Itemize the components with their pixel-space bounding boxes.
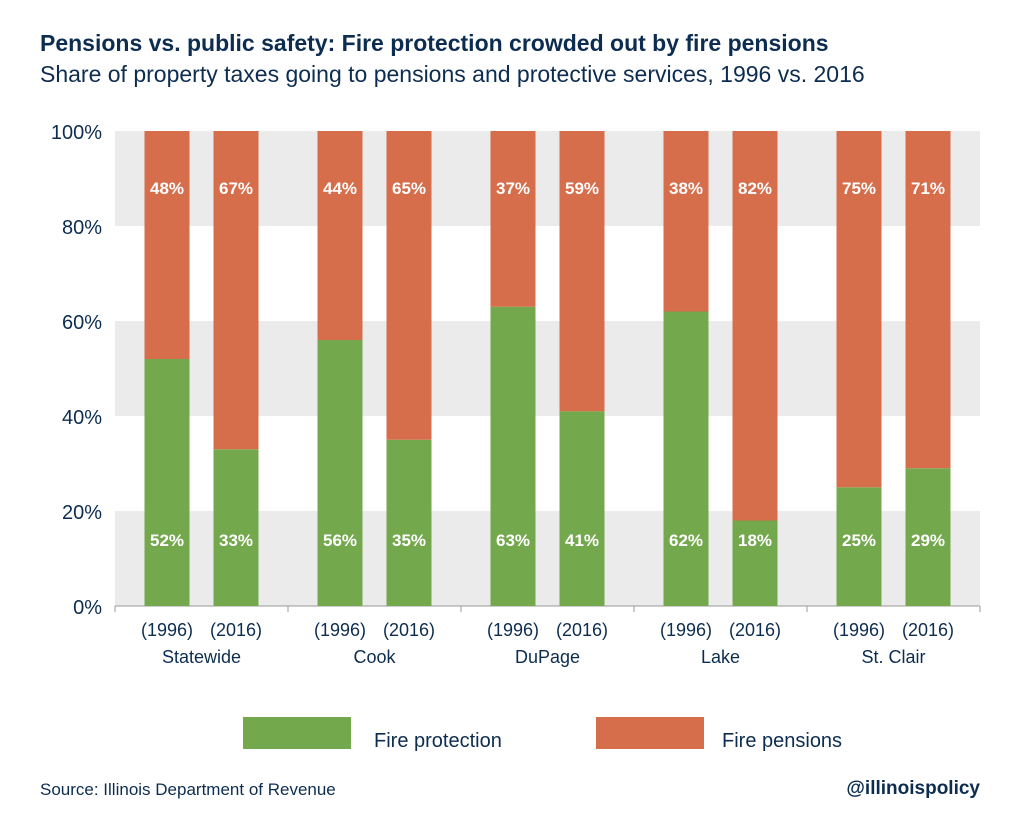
bars: 52% 48% 33% 67% 56% 44% 35% 65% 63% 37% 41% 59% 62% 3… (144, 131, 951, 606)
data-label-fire-protection: 33% (219, 531, 253, 550)
bar-fire-protection (905, 468, 951, 606)
legend-swatch-fire-pensions (596, 717, 704, 749)
bar-fire-protection (663, 311, 709, 606)
bar-fire-protection (836, 487, 882, 606)
x-tick-label: (1996) (833, 620, 885, 640)
bar-fire-protection (386, 439, 432, 606)
bar-fire-protection (144, 359, 190, 606)
y-tick-label: 20% (62, 502, 102, 524)
bar-fire-protection (559, 411, 605, 606)
x-tick-label: (2016) (729, 620, 781, 640)
y-tick-label: 0% (73, 597, 102, 619)
chart-title: Pensions vs. public safety: Fire protect… (40, 30, 829, 56)
bar-fire-pensions (905, 131, 951, 469)
data-label-fire-protection: 52% (150, 531, 184, 550)
background-bands (115, 131, 980, 606)
data-label-fire-pensions: 65% (392, 179, 426, 198)
x-tick-label: (1996) (314, 620, 366, 640)
group-label: DuPage (515, 647, 580, 667)
group-label: Statewide (162, 647, 241, 667)
data-label-fire-protection: 29% (911, 531, 945, 550)
bar-fire-pensions (663, 131, 709, 312)
data-label-fire-pensions: 82% (738, 179, 772, 198)
data-label-fire-pensions: 37% (496, 179, 530, 198)
y-tick-label: 40% (62, 407, 102, 429)
data-label-fire-pensions: 71% (911, 179, 945, 198)
data-label-fire-pensions: 59% (565, 179, 599, 198)
data-label-fire-protection: 18% (738, 531, 772, 550)
x-tick-label: (2016) (383, 620, 435, 640)
data-label-fire-protection: 25% (842, 531, 876, 550)
data-label-fire-pensions: 44% (323, 179, 357, 198)
x-tick-label: (2016) (902, 620, 954, 640)
grid-band (115, 511, 980, 606)
data-label-fire-protection: 41% (565, 531, 599, 550)
legend-label-fire-pensions: Fire pensions (722, 730, 842, 752)
data-label-fire-protection: 56% (323, 531, 357, 550)
bar-fire-protection (490, 306, 536, 606)
bar-fire-protection (213, 449, 259, 606)
axis: 0% 20% 40% 60% 80% 100% (51, 122, 981, 619)
bar-fire-pensions (836, 131, 882, 488)
chart-subtitle: Share of property taxes going to pension… (40, 61, 865, 87)
data-label-fire-protection: 35% (392, 531, 426, 550)
bar-fire-pensions (144, 131, 190, 359)
group-label: Lake (701, 647, 740, 667)
group-label: St. Clair (861, 647, 925, 667)
bar-fire-protection (732, 520, 778, 606)
legend-swatch-fire-protection (243, 717, 351, 749)
bar-fire-pensions (559, 131, 605, 412)
bar-fire-protection (317, 340, 363, 606)
x-tick-label: (2016) (556, 620, 608, 640)
data-label-fire-protection: 63% (496, 531, 530, 550)
y-tick-label: 80% (62, 217, 102, 239)
bar-fire-pensions (317, 131, 363, 340)
data-label-fire-pensions: 38% (669, 179, 703, 198)
source-note: Source: Illinois Department of Revenue (40, 780, 336, 799)
social-handle: @illinoispolicy (846, 778, 980, 799)
bar-fire-pensions (386, 131, 432, 440)
data-label-fire-protection: 62% (669, 531, 703, 550)
legend-label-fire-protection: Fire protection (374, 730, 502, 752)
bar-fire-pensions (213, 131, 259, 450)
x-labels: (1996) (2016) (1996) (2016) (1996) (2016) (199… (141, 620, 954, 667)
x-tick-label: (1996) (141, 620, 193, 640)
x-tick-label: (1996) (660, 620, 712, 640)
grid-band (115, 321, 980, 416)
data-label-fire-pensions: 48% (150, 179, 184, 198)
legend: Fire protection Fire pensions (243, 717, 842, 752)
y-tick-label: 100% (51, 122, 102, 144)
bar-fire-pensions (490, 131, 536, 307)
x-tick-label: (1996) (487, 620, 539, 640)
data-label-fire-pensions: 75% (842, 179, 876, 198)
grid-band (115, 131, 980, 226)
data-label-fire-pensions: 67% (219, 179, 253, 198)
group-label: Cook (353, 647, 396, 667)
bar-fire-pensions (732, 131, 778, 521)
x-tick-label: (2016) (210, 620, 262, 640)
y-tick-label: 60% (62, 312, 102, 334)
